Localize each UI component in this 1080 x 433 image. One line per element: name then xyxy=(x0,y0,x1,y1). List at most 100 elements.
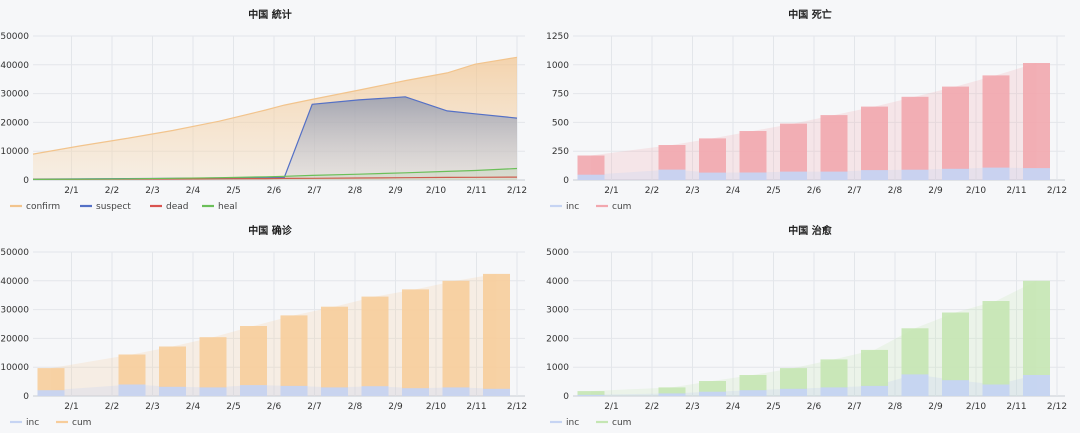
legend-item-cum: cum xyxy=(596,418,631,428)
y-tick-label: 10000 xyxy=(0,363,29,373)
x-tick-label: 2/8 xyxy=(888,186,903,196)
bar-inc xyxy=(901,169,929,180)
legend-label: suspect xyxy=(96,202,131,212)
bar-inc xyxy=(240,385,267,396)
deaths-chart-svg: 0 250 500 750 1000 1250 2/1 2/2 2/3 2/4 2/5 2/6 2/7 2… xyxy=(546,32,1067,212)
bar-inc xyxy=(901,374,929,396)
x-tick-label: 2/1 xyxy=(64,402,78,412)
bar-cum xyxy=(942,86,969,180)
bar-inc xyxy=(739,172,767,180)
x-tick-label: 2/8 xyxy=(348,186,363,196)
x-tick-label: 2/12 xyxy=(1047,402,1067,412)
x-tick-label: 2/12 xyxy=(1047,186,1067,196)
bar-inc xyxy=(699,172,726,180)
bar-cum xyxy=(1023,63,1050,180)
legend-item-cum: cum xyxy=(596,202,631,212)
x-tick-label: 2/4 xyxy=(186,186,201,196)
bar-inc xyxy=(942,380,969,396)
x-tick-label: 2/3 xyxy=(685,402,699,412)
bar-cum xyxy=(982,75,1010,180)
x-tick-label: 2/10 xyxy=(426,402,446,412)
area-heal xyxy=(33,168,517,180)
y-tick-label: 1000 xyxy=(546,363,569,373)
x-tick-label: 2/2 xyxy=(105,186,119,196)
x-tick-label: 2/6 xyxy=(267,402,282,412)
bar-inc xyxy=(37,390,65,396)
y-tick-label: 50000 xyxy=(0,32,29,42)
bar-inc xyxy=(483,388,510,396)
legend-item-inc: inc xyxy=(550,418,579,428)
chart-title: 中国 統计 xyxy=(248,10,292,21)
x-tick-label: 2/12 xyxy=(507,402,527,412)
x-tick-label: 2/7 xyxy=(307,186,321,196)
bar-inc xyxy=(118,384,146,396)
bar-inc xyxy=(321,387,348,396)
x-tick-label: 2/6 xyxy=(267,186,282,196)
x-tick-label: 2/9 xyxy=(928,402,943,412)
stats-chart-panel: 中国 統计 0 10000 20000 30000 40000 50000 2/1 2/2 2/… xyxy=(0,0,540,216)
bar-inc xyxy=(942,168,969,180)
y-tick-label: 0 xyxy=(23,176,29,186)
bar-inc xyxy=(861,385,888,396)
bar-inc xyxy=(402,388,429,396)
bar-cum xyxy=(901,96,929,180)
bar-cum xyxy=(361,296,389,396)
x-tick-label: 2/8 xyxy=(348,402,363,412)
bar-cum xyxy=(280,315,308,396)
bar-inc xyxy=(861,170,888,180)
bar-inc xyxy=(361,386,389,396)
x-tick-label: 2/12 xyxy=(507,186,527,196)
y-tick-label: 20000 xyxy=(0,334,29,344)
legend-label: cum xyxy=(612,202,631,212)
bar-inc xyxy=(577,394,605,396)
x-tick-label: 2/4 xyxy=(186,402,201,412)
x-tick-label: 2/7 xyxy=(847,186,861,196)
bar-cum xyxy=(577,391,605,396)
x-tick-label: 2/3 xyxy=(145,402,159,412)
y-tick-label: 250 xyxy=(552,147,569,157)
bar-cum xyxy=(321,306,348,396)
bar-inc xyxy=(159,386,186,396)
y-tick-label: 30000 xyxy=(0,90,29,100)
x-tick-label: 2/7 xyxy=(307,402,321,412)
x-tick-label: 2/9 xyxy=(928,186,943,196)
bar-inc xyxy=(739,390,767,396)
chart-title: 中国 治愈 xyxy=(788,226,832,237)
x-tick-label: 2/6 xyxy=(807,186,822,196)
x-tick-label: 2/3 xyxy=(145,186,159,196)
bar-cum xyxy=(483,273,510,396)
y-tick-label: 50000 xyxy=(0,248,29,258)
healed-chart-panel: 中国 治愈 0 1000 2000 3000 4000 5000 2/1 2/2 2/3 2/4 2… xyxy=(540,216,1080,433)
y-tick-label: 40000 xyxy=(0,61,29,71)
legend-item-suspect: suspect xyxy=(80,202,131,212)
bar-inc xyxy=(442,387,470,396)
bar-inc xyxy=(199,387,227,396)
bar-inc xyxy=(780,171,807,180)
confirmed-chart-panel: 中国 确诊 0 10000 20000 30000 40000 50000 2/1 2/2 2/… xyxy=(0,216,540,433)
deaths-chart-panel: 中国 死亡 0 250 500 750 1000 1250 2/1 2/2 2/3 2/4 2/5 2… xyxy=(540,0,1080,216)
bar-cum xyxy=(861,106,888,180)
legend-label: heal xyxy=(218,202,237,212)
bar-inc xyxy=(658,169,686,180)
area-suspect xyxy=(33,96,517,180)
x-tick-label: 2/11 xyxy=(466,402,486,412)
x-tick-label: 2/5 xyxy=(226,186,240,196)
y-tick-label: 500 xyxy=(552,118,569,128)
bar-cum xyxy=(442,280,470,396)
bar-inc xyxy=(658,393,686,396)
x-tick-label: 2/10 xyxy=(966,186,986,196)
series-line-confirm xyxy=(32,56,518,155)
bar-inc xyxy=(280,385,308,396)
x-tick-label: 2/11 xyxy=(1006,186,1026,196)
series-line-heal xyxy=(32,167,518,180)
bar-cum xyxy=(240,326,267,396)
y-tick-label: 0 xyxy=(563,176,569,186)
x-tick-label: 2/8 xyxy=(888,402,903,412)
x-tick-label: 2/2 xyxy=(645,402,659,412)
y-tick-label: 20000 xyxy=(0,118,29,128)
bar-inc xyxy=(820,171,848,180)
y-tick-label: 40000 xyxy=(0,277,29,287)
bar-inc xyxy=(1023,168,1050,180)
x-tick-label: 2/1 xyxy=(604,402,618,412)
y-tick-label: 30000 xyxy=(0,306,29,316)
